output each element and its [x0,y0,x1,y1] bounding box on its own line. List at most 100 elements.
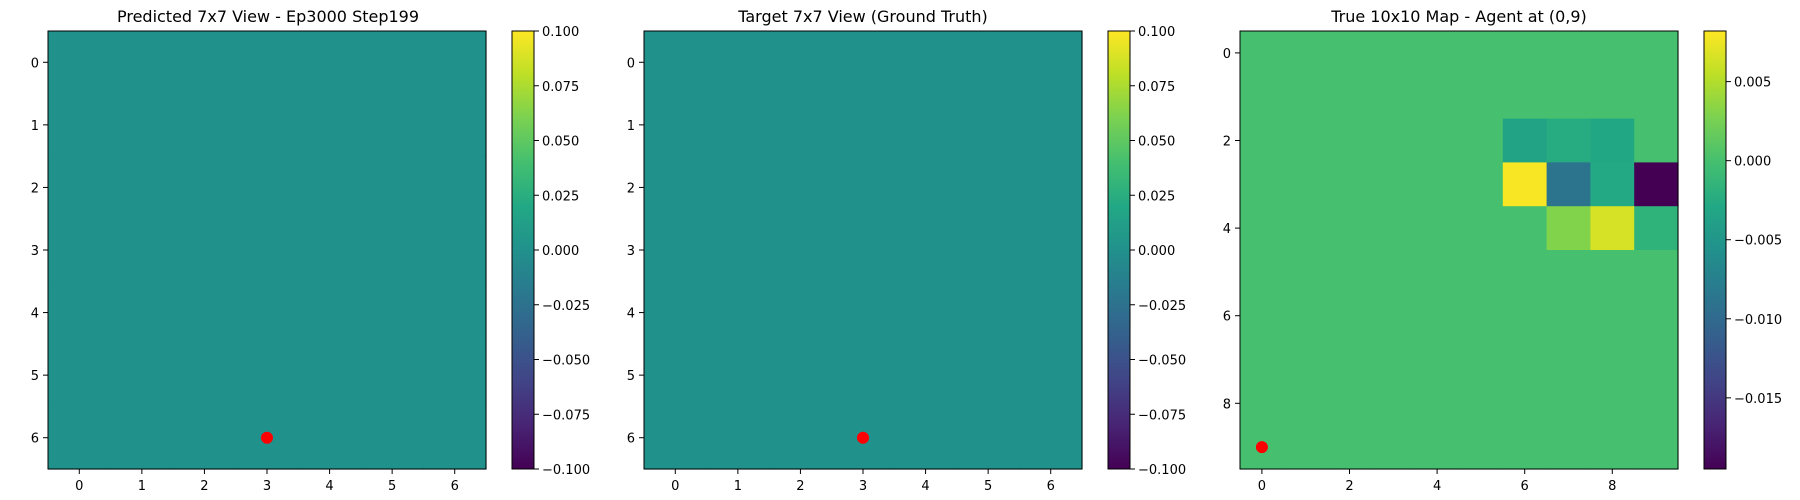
heatmap-cell [48,31,112,95]
heatmap-cell [1459,74,1504,120]
heatmap-cell [1502,31,1548,76]
heatmap-cell [110,218,174,282]
heatmap-cell [956,343,1021,408]
y-tick-label: 8 [1223,397,1231,412]
colorbar-tick-label: −0.050 [542,354,590,369]
x-tick-label: 0 [75,479,83,494]
heatmap-cell [110,31,174,95]
heatmap-cell [235,281,299,345]
heatmap-cell [1459,118,1504,163]
heatmap-cell [1327,74,1372,120]
heatmap-cell [298,93,362,157]
heatmap-cell [173,218,237,282]
colorbar-tick-label: 0.005 [1734,76,1771,91]
heatmap-cell [110,281,174,345]
y-tick-label: 1 [627,119,635,134]
heatmap-cell [1371,250,1416,295]
heatmap-cell [1415,31,1460,76]
x-tick-label: 0 [671,479,679,494]
heatmap-cell [956,406,1021,470]
heatmap-cell [1459,162,1504,207]
heatmap-cell [235,156,299,220]
heatmap-cell [1240,118,1285,163]
x-tick-label: 4 [921,479,929,494]
x-tick-label: 8 [1608,479,1616,494]
heatmap-cell [1327,381,1372,426]
colorbar-tick-label: −0.100 [1138,463,1186,478]
heatmap-cell [1546,250,1591,295]
panel-title: Target 7x7 View (Ground Truth) [737,7,988,26]
colorbar-tick-label: 0.000 [1138,244,1175,259]
heatmap-cell [1283,250,1329,295]
heatmap-cell [1590,293,1635,339]
heatmap-cell [110,156,174,220]
heatmap-cell [894,93,958,157]
x-tick-label: 1 [138,479,146,494]
heatmap-cell [894,156,958,220]
heatmap-cell [831,343,895,408]
panel-predicted-view: Predicted 7x7 View - Ep3000 Step199 0 1 2 3… [31,7,590,494]
heatmap-cell [1371,381,1416,426]
heatmap-cell [706,343,770,408]
x-tick-label: 2 [200,479,208,494]
heatmap-cell [423,218,487,282]
heatmap-cell [1634,425,1679,470]
heatmap-cell [1283,74,1329,120]
heatmap-cell [894,31,958,95]
y-tick-label: 0 [1223,47,1231,62]
heatmap-cell [644,406,708,470]
heatmap-cell [956,218,1021,282]
heatmap-cell [1283,31,1329,76]
heatmap-cell [1283,162,1329,207]
x-tick-label: 1 [734,479,742,494]
heatmap-cell [1502,337,1548,382]
heatmap-cell [1240,293,1285,339]
heatmap-cell [1590,206,1635,251]
colorbar-tick-label: −0.075 [1138,408,1186,423]
panel-true-map: True 10x10 Map - Agent at (0,9) 0 2 4 6 8 0 2 4… [1223,7,1782,494]
heatmap-cell [1240,31,1285,76]
heatmap-cell [1502,425,1548,470]
heatmap-cell [1459,425,1504,470]
heatmap-cell [1415,250,1460,295]
heatmap-cell [1327,206,1372,251]
heatmap-cell [48,93,112,157]
heatmap-cell [1502,250,1548,295]
heatmap-cell [1502,162,1548,207]
heatmap-cell [1327,337,1372,382]
agent-marker [261,431,273,444]
heatmap-cell [1634,381,1679,426]
heatmap-cell [894,218,958,282]
heatmap-cell [1590,381,1635,426]
heatmap-cell [1634,118,1679,163]
heatmap-cell [644,93,708,157]
heatmap-cell [110,343,174,408]
heatmap-cell [298,218,362,282]
colorbar-tick-label: 0.050 [542,135,579,150]
heatmap-cell [769,281,833,345]
panel-title: True 10x10 Map - Agent at (0,9) [1330,7,1587,26]
y-tick-label: 5 [627,369,635,384]
heatmap-cell [1371,206,1416,251]
heatmap-cell [1327,162,1372,207]
heatmap-cell [894,281,958,345]
x-tick-label: 5 [388,479,396,494]
heatmap-cell [1546,118,1591,163]
heatmap-cell [1546,206,1591,251]
x-tick-label: 2 [1345,479,1353,494]
y-tick-label: 6 [31,432,39,447]
heatmap-cell [1283,425,1329,470]
heatmap-cell [894,343,958,408]
heatmap-cell [360,93,425,157]
heatmap-cell [769,93,833,157]
heatmap-cell [644,343,708,408]
colorbar-tick-label: 0.025 [1138,189,1175,204]
colorbar-tick-label: −0.005 [1734,234,1782,249]
heatmap-cell [1327,293,1372,339]
colorbar-tick-label: −0.100 [542,463,590,478]
heatmap-cell [644,218,708,282]
agent-marker [857,431,869,444]
heatmap-cell [48,406,112,470]
heatmap-cell [1459,31,1504,76]
